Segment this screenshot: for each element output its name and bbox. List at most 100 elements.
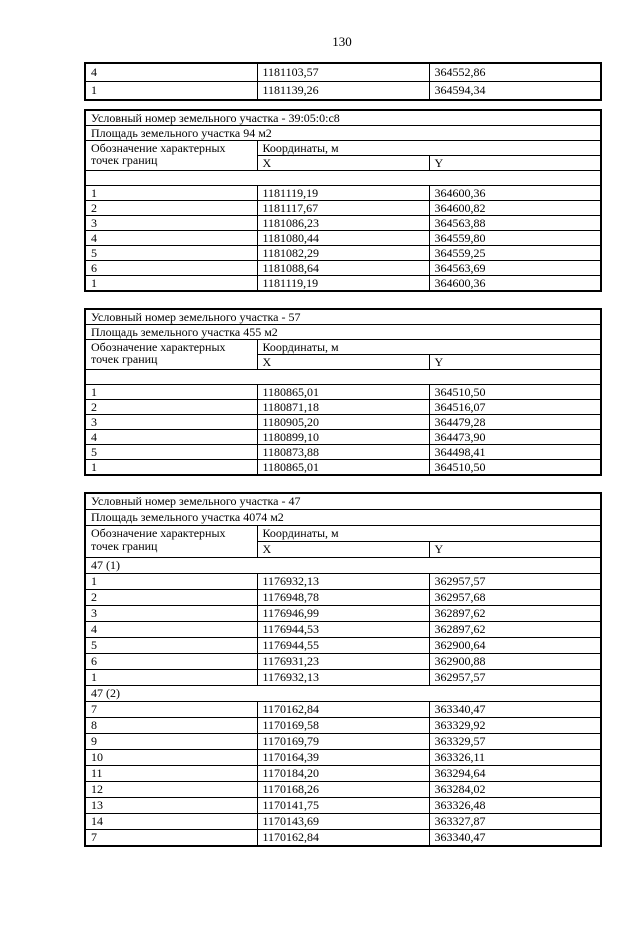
table-row: 5 1176944,55 362900,64	[84, 637, 602, 654]
y-cell: 364479,28	[428, 414, 602, 430]
point-cell: 1	[84, 81, 258, 101]
x-cell: 1170162,84	[256, 701, 430, 718]
x-cell: 1181119,19	[256, 185, 430, 201]
point-cell: 11	[84, 765, 258, 782]
table-row: 1 1181139,26 364594,34	[84, 81, 602, 101]
table-row: 5 1180873,88 364498,41	[84, 444, 602, 460]
x-cell: 1170143,69	[256, 813, 430, 830]
table-row: 1 1180865,01 364510,50	[84, 459, 602, 476]
y-cell: 364510,50	[428, 384, 602, 400]
parcel-coordinate-table: Условный номер земельного участка - 39:0…	[84, 109, 603, 292]
y-cell: 363340,47	[428, 701, 602, 718]
y-cell: 364498,41	[428, 444, 602, 460]
table-row: 13 1170141,75 363326,48	[84, 797, 602, 814]
y-header-cell: Y	[428, 354, 602, 370]
point-cell: 5	[84, 444, 258, 460]
page-number: 130	[332, 34, 352, 49]
document-page: 130 4 1181103,57 364552,86 1 1181139,26 …	[0, 35, 640, 847]
point-cell: 8	[84, 717, 258, 734]
point-cell: 1	[84, 275, 258, 292]
point-cell: 2	[84, 589, 258, 606]
designation-header-cell: Обозначение характерных точек границ	[84, 525, 258, 558]
parcel-number-cell: Условный номер земельного участка - 57	[84, 308, 602, 325]
y-cell: 364510,50	[428, 459, 602, 476]
columns-header-row: Обозначение характерных точек границ Коо…	[84, 339, 602, 370]
table-row: 1 1176932,13 362957,57	[84, 669, 602, 686]
y-cell: 364559,25	[428, 245, 602, 261]
area-row: Площадь земельного участка 455 м2	[84, 324, 602, 340]
point-cell: 2	[84, 399, 258, 415]
x-cell: 1181088,64	[256, 260, 430, 276]
table-row: 4 1180899,10 364473,90	[84, 429, 602, 445]
y-cell: 362957,57	[428, 573, 602, 590]
designation-header-cell: Обозначение характерных точек границ	[84, 140, 258, 171]
spacer-cell	[84, 369, 602, 385]
y-cell: 364473,90	[428, 429, 602, 445]
point-cell: 9	[84, 733, 258, 750]
table-row: 1 1176932,13 362957,57	[84, 573, 602, 590]
point-cell: 3	[84, 414, 258, 430]
parcel-number-row: Условный номер земельного участка - 47	[84, 492, 602, 510]
table-row: 3 1180905,20 364479,28	[84, 414, 602, 430]
x-cell: 1176944,53	[256, 621, 430, 638]
table-row: 14 1170143,69 363327,87	[84, 813, 602, 830]
x-cell: 1181119,19	[256, 275, 430, 292]
table-row: 12 1170168,26 363284,02	[84, 781, 602, 798]
x-cell: 1180865,01	[256, 384, 430, 400]
continuation-coordinate-table: 4 1181103,57 364552,86 1 1181139,26 3645…	[84, 62, 602, 101]
point-cell: 5	[84, 245, 258, 261]
table-row: 2 1181117,67 364600,82	[84, 200, 602, 216]
x-cell: 1181082,29	[256, 245, 430, 261]
table-row: 3 1181086,23 364563,88	[84, 215, 602, 231]
y-cell: 362897,62	[428, 605, 602, 622]
x-cell: 1170164,39	[256, 749, 430, 766]
x-cell: 1170169,79	[256, 733, 430, 750]
point-cell: 13	[84, 797, 258, 814]
parcel-number-cell: Условный номер земельного участка - 47	[84, 492, 602, 510]
y-cell: 364600,82	[428, 200, 602, 216]
x-cell: 1181080,44	[256, 230, 430, 246]
x-cell: 1181117,67	[256, 200, 430, 216]
x-cell: 1176932,13	[256, 573, 430, 590]
point-cell: 12	[84, 781, 258, 798]
y-cell: 363326,48	[428, 797, 602, 814]
xy-header-row: X Y	[85, 354, 602, 370]
table-row: 11 1170184,20 363294,64	[84, 765, 602, 782]
y-cell: 363326,11	[428, 749, 602, 766]
parcel-coordinate-table: Условный номер земельного участка - 57 П…	[84, 308, 603, 476]
point-cell: 6	[84, 260, 258, 276]
x-cell: 1170141,75	[256, 797, 430, 814]
table-row: 4 1176944,53 362897,62	[84, 621, 602, 638]
x-cell: 1176931,23	[256, 653, 430, 670]
y-cell: 364516,07	[428, 399, 602, 415]
x-cell: 1181086,23	[256, 215, 430, 231]
point-cell: 3	[84, 215, 258, 231]
parcel-coordinate-table: Условный номер земельного участка - 47 П…	[84, 492, 603, 847]
table-row: 1 1181119,19 364600,36	[84, 275, 602, 292]
x-cell: 1176948,78	[256, 589, 430, 606]
y-cell: 363327,87	[428, 813, 602, 830]
point-cell: 1	[84, 384, 258, 400]
x-cell: 1170184,20	[256, 765, 430, 782]
y-cell: 364559,80	[428, 230, 602, 246]
table-row: 9 1170169,79 363329,57	[84, 733, 602, 750]
y-header-cell: Y	[428, 155, 602, 171]
point-cell: 6	[84, 653, 258, 670]
coordinates-header-cell: Координаты, м	[256, 339, 602, 355]
point-cell: 3	[84, 605, 258, 622]
point-cell: 2	[84, 200, 258, 216]
x-cell: 1181103,57	[256, 62, 430, 82]
y-cell: 363329,57	[428, 733, 602, 750]
table-row: 10 1170164,39 363326,11	[84, 749, 602, 766]
columns-header-row: Обозначение характерных точек границ Коо…	[84, 140, 602, 171]
y-cell: 362900,88	[428, 653, 602, 670]
tables-container: 4 1181103,57 364552,86 1 1181139,26 3645…	[0, 62, 640, 847]
point-cell: 1	[84, 669, 258, 686]
x-cell: 1176946,99	[256, 605, 430, 622]
x-cell: 1180873,88	[256, 444, 430, 460]
x-cell: 1180865,01	[256, 459, 430, 476]
y-cell: 362897,62	[428, 621, 602, 638]
table-row: 3 1176946,99 362897,62	[84, 605, 602, 622]
area-row: Площадь земельного участка 94 м2	[84, 125, 602, 141]
spacer-row	[84, 170, 602, 186]
